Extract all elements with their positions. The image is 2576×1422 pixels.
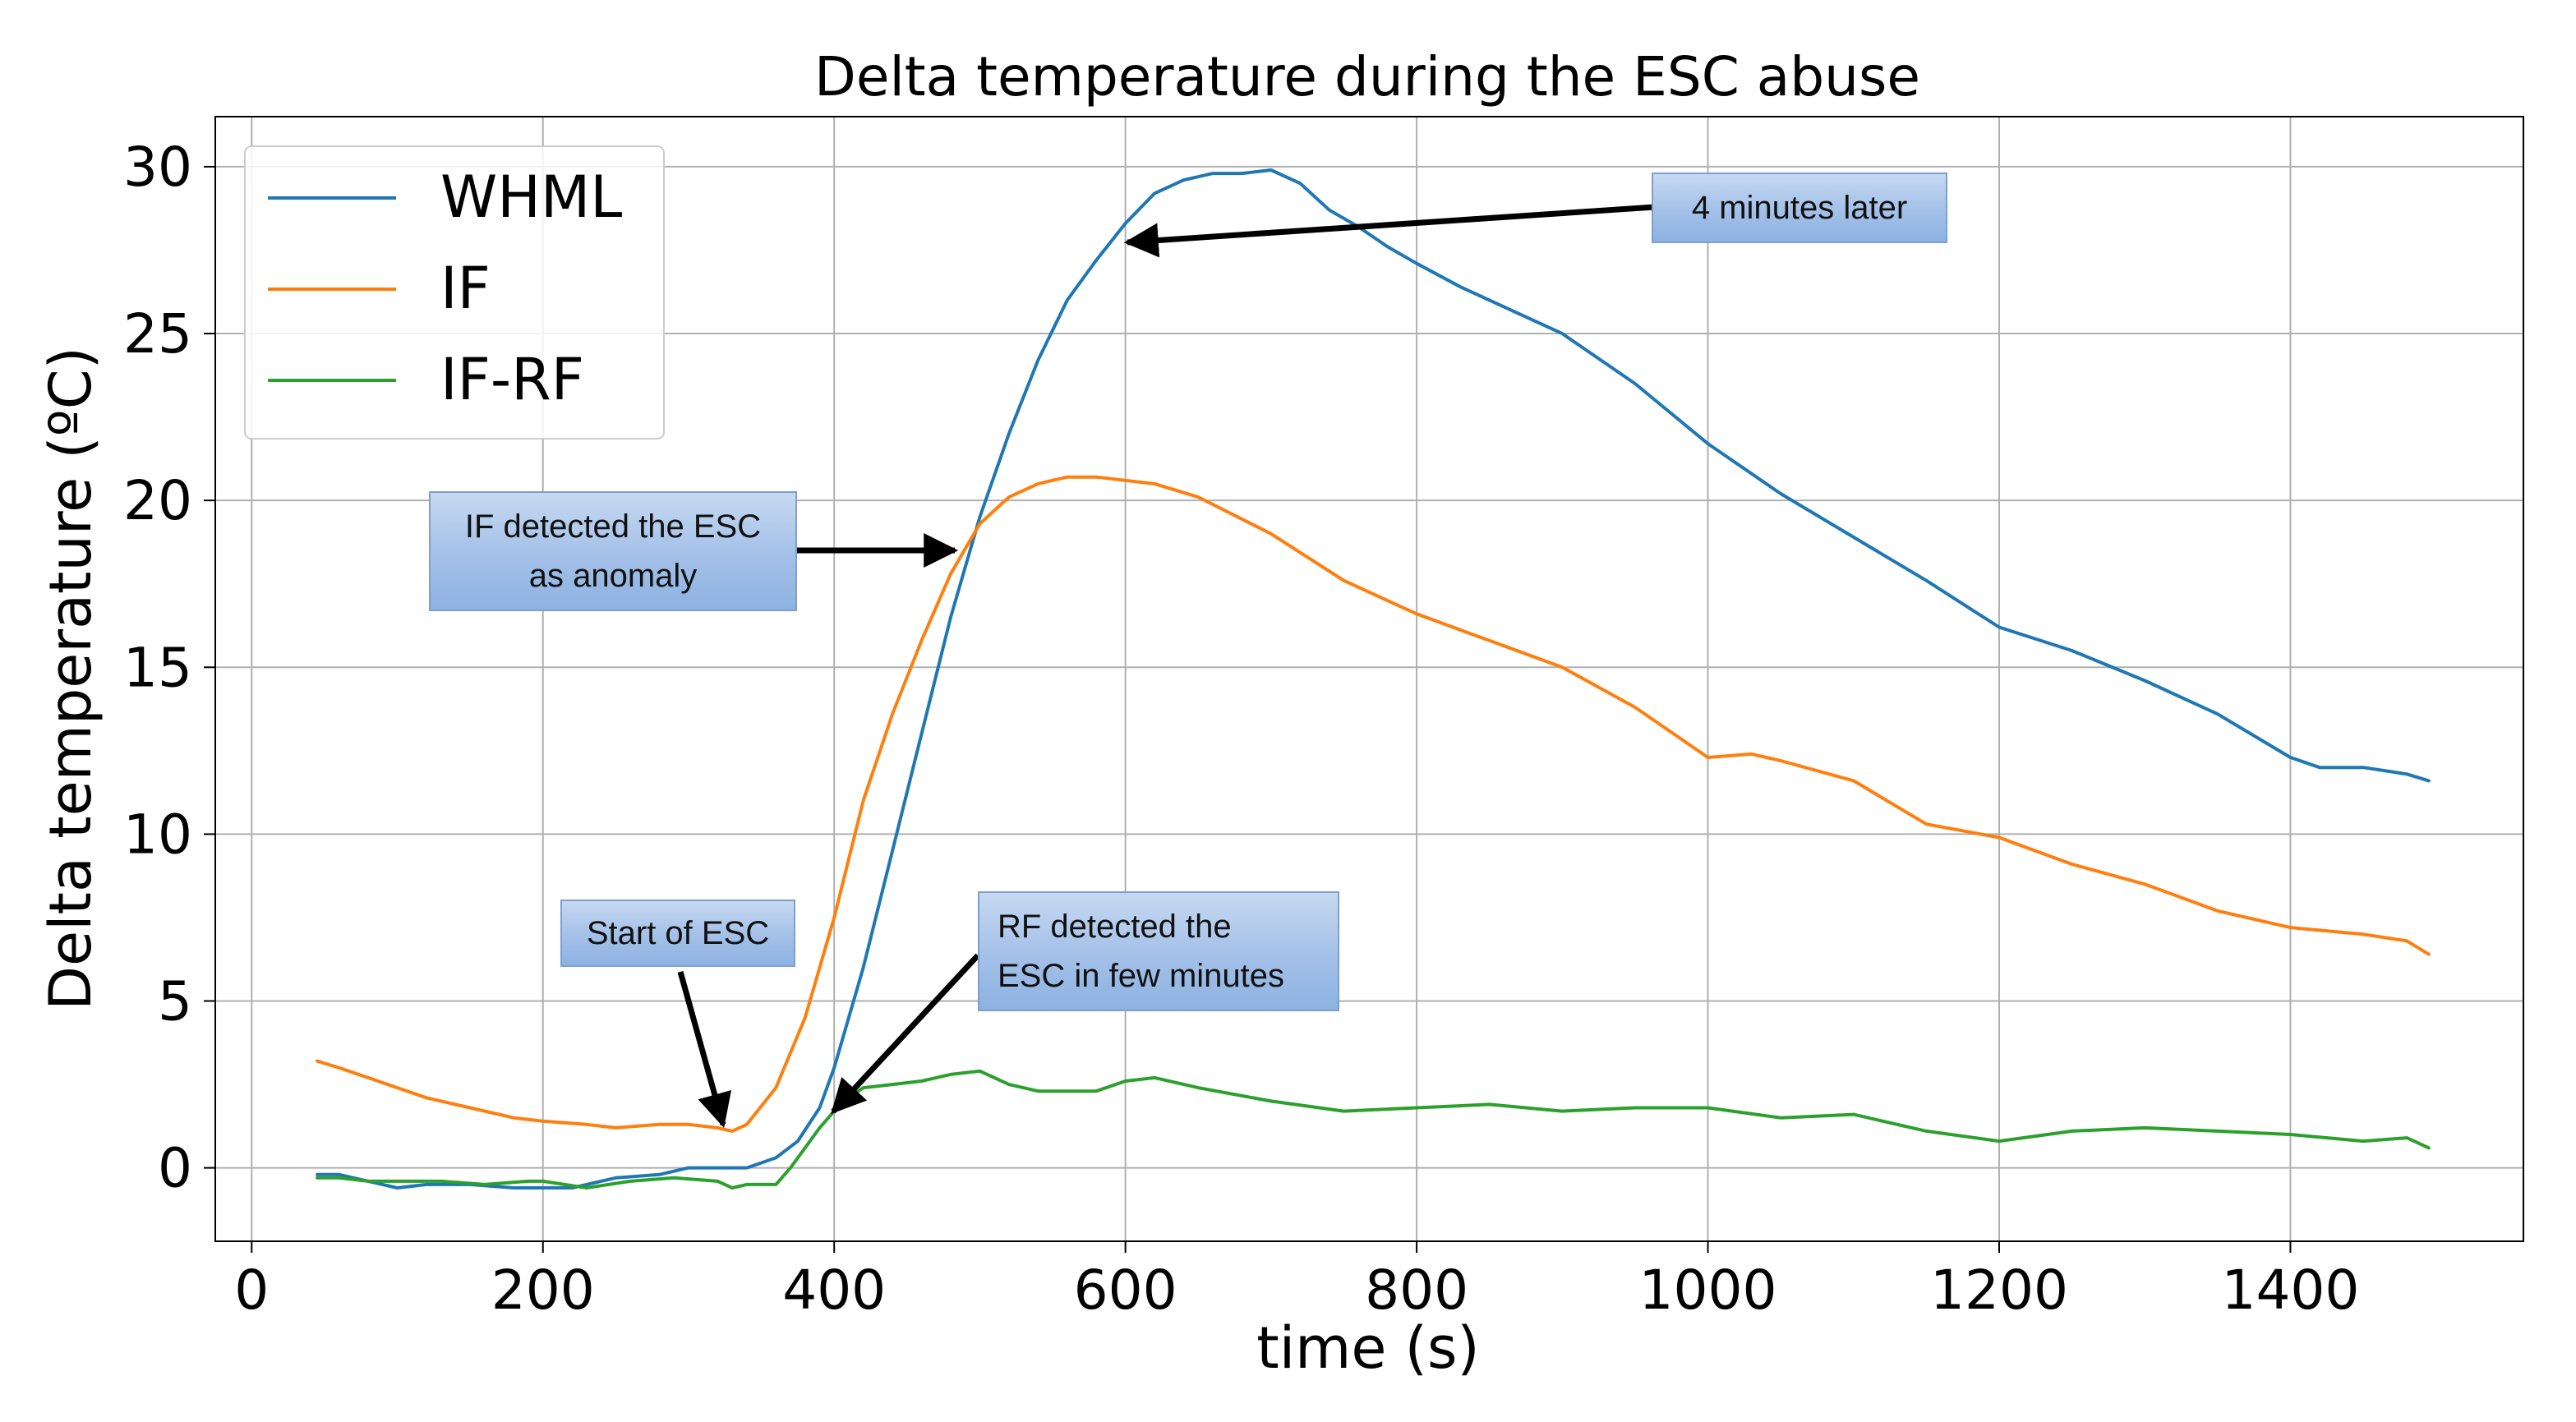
grid xyxy=(215,117,2523,1241)
series-line-if-rf xyxy=(316,1069,2431,1190)
y-tick-label-10: 10 xyxy=(123,803,192,866)
annotation-start-of-esc: Start of ESC xyxy=(560,900,795,967)
x-tick-label-1200: 1200 xyxy=(1930,1259,2068,1322)
x-axis: 0 200 400 600 800 1000 1200 1400 xyxy=(234,1241,2359,1322)
x-tick-label-800: 800 xyxy=(1365,1259,1468,1322)
x-tick-label-600: 600 xyxy=(1074,1259,1177,1322)
annotation-4-minutes: 4 minutes later xyxy=(1652,173,1947,243)
annotation-4-minutes-text: 4 minutes later xyxy=(1691,190,1908,226)
x-tick-label-1000: 1000 xyxy=(1639,1259,1777,1322)
annotation-arrows xyxy=(677,204,1656,1129)
x-axis-label: time (s) xyxy=(1256,1314,1480,1382)
annotation-if-detected-line2: as anomaly xyxy=(528,558,698,594)
annotation-if-detected: IF detected the ESC as anomaly xyxy=(429,491,797,611)
annotation-rf-detected-line2: ESC in few minutes xyxy=(998,958,1285,994)
legend-label-whml: WHML xyxy=(440,163,622,231)
legend-label-if: IF xyxy=(440,255,491,322)
annotation-rf-detected: RF detected the ESC in few minutes xyxy=(978,891,1339,1011)
x-tick-label-400: 400 xyxy=(782,1259,886,1322)
x-tick-label-0: 0 xyxy=(234,1259,269,1322)
arrow-rf-detected xyxy=(831,953,980,1115)
plot-area-frame xyxy=(214,116,2524,1242)
x-tick-label-1400: 1400 xyxy=(2221,1259,2359,1322)
legend: WHML IF IF-RF xyxy=(244,145,665,439)
annotation-if-detected-line1: IF detected the ESC xyxy=(464,509,762,545)
y-axis-label: Delta temperature (ºC) xyxy=(37,347,104,1010)
y-tick-label-5: 5 xyxy=(158,970,192,1033)
chart-title: Delta temperature during the ESC abuse xyxy=(814,45,1920,108)
y-tick-label-0: 0 xyxy=(158,1137,192,1200)
y-tick-label-25: 25 xyxy=(123,302,192,366)
x-tick-label-200: 200 xyxy=(491,1259,595,1322)
y-tick-label-30: 30 xyxy=(123,136,192,199)
y-tick-label-20: 20 xyxy=(123,469,192,532)
y-tick-label-15: 15 xyxy=(123,636,192,699)
annotation-start-of-esc-text: Start of ESC xyxy=(586,915,770,951)
series-line-if xyxy=(316,475,2431,1133)
legend-label-if-rf: IF-RF xyxy=(440,346,584,413)
legend-frame xyxy=(244,145,665,439)
y-axis: 0 5 10 15 20 25 30 xyxy=(123,136,215,1200)
arrow-4-minutes xyxy=(1123,204,1656,258)
arrow-start-of-esc xyxy=(677,971,732,1129)
annotation-rf-detected-line1: RF detected the xyxy=(998,909,1232,945)
